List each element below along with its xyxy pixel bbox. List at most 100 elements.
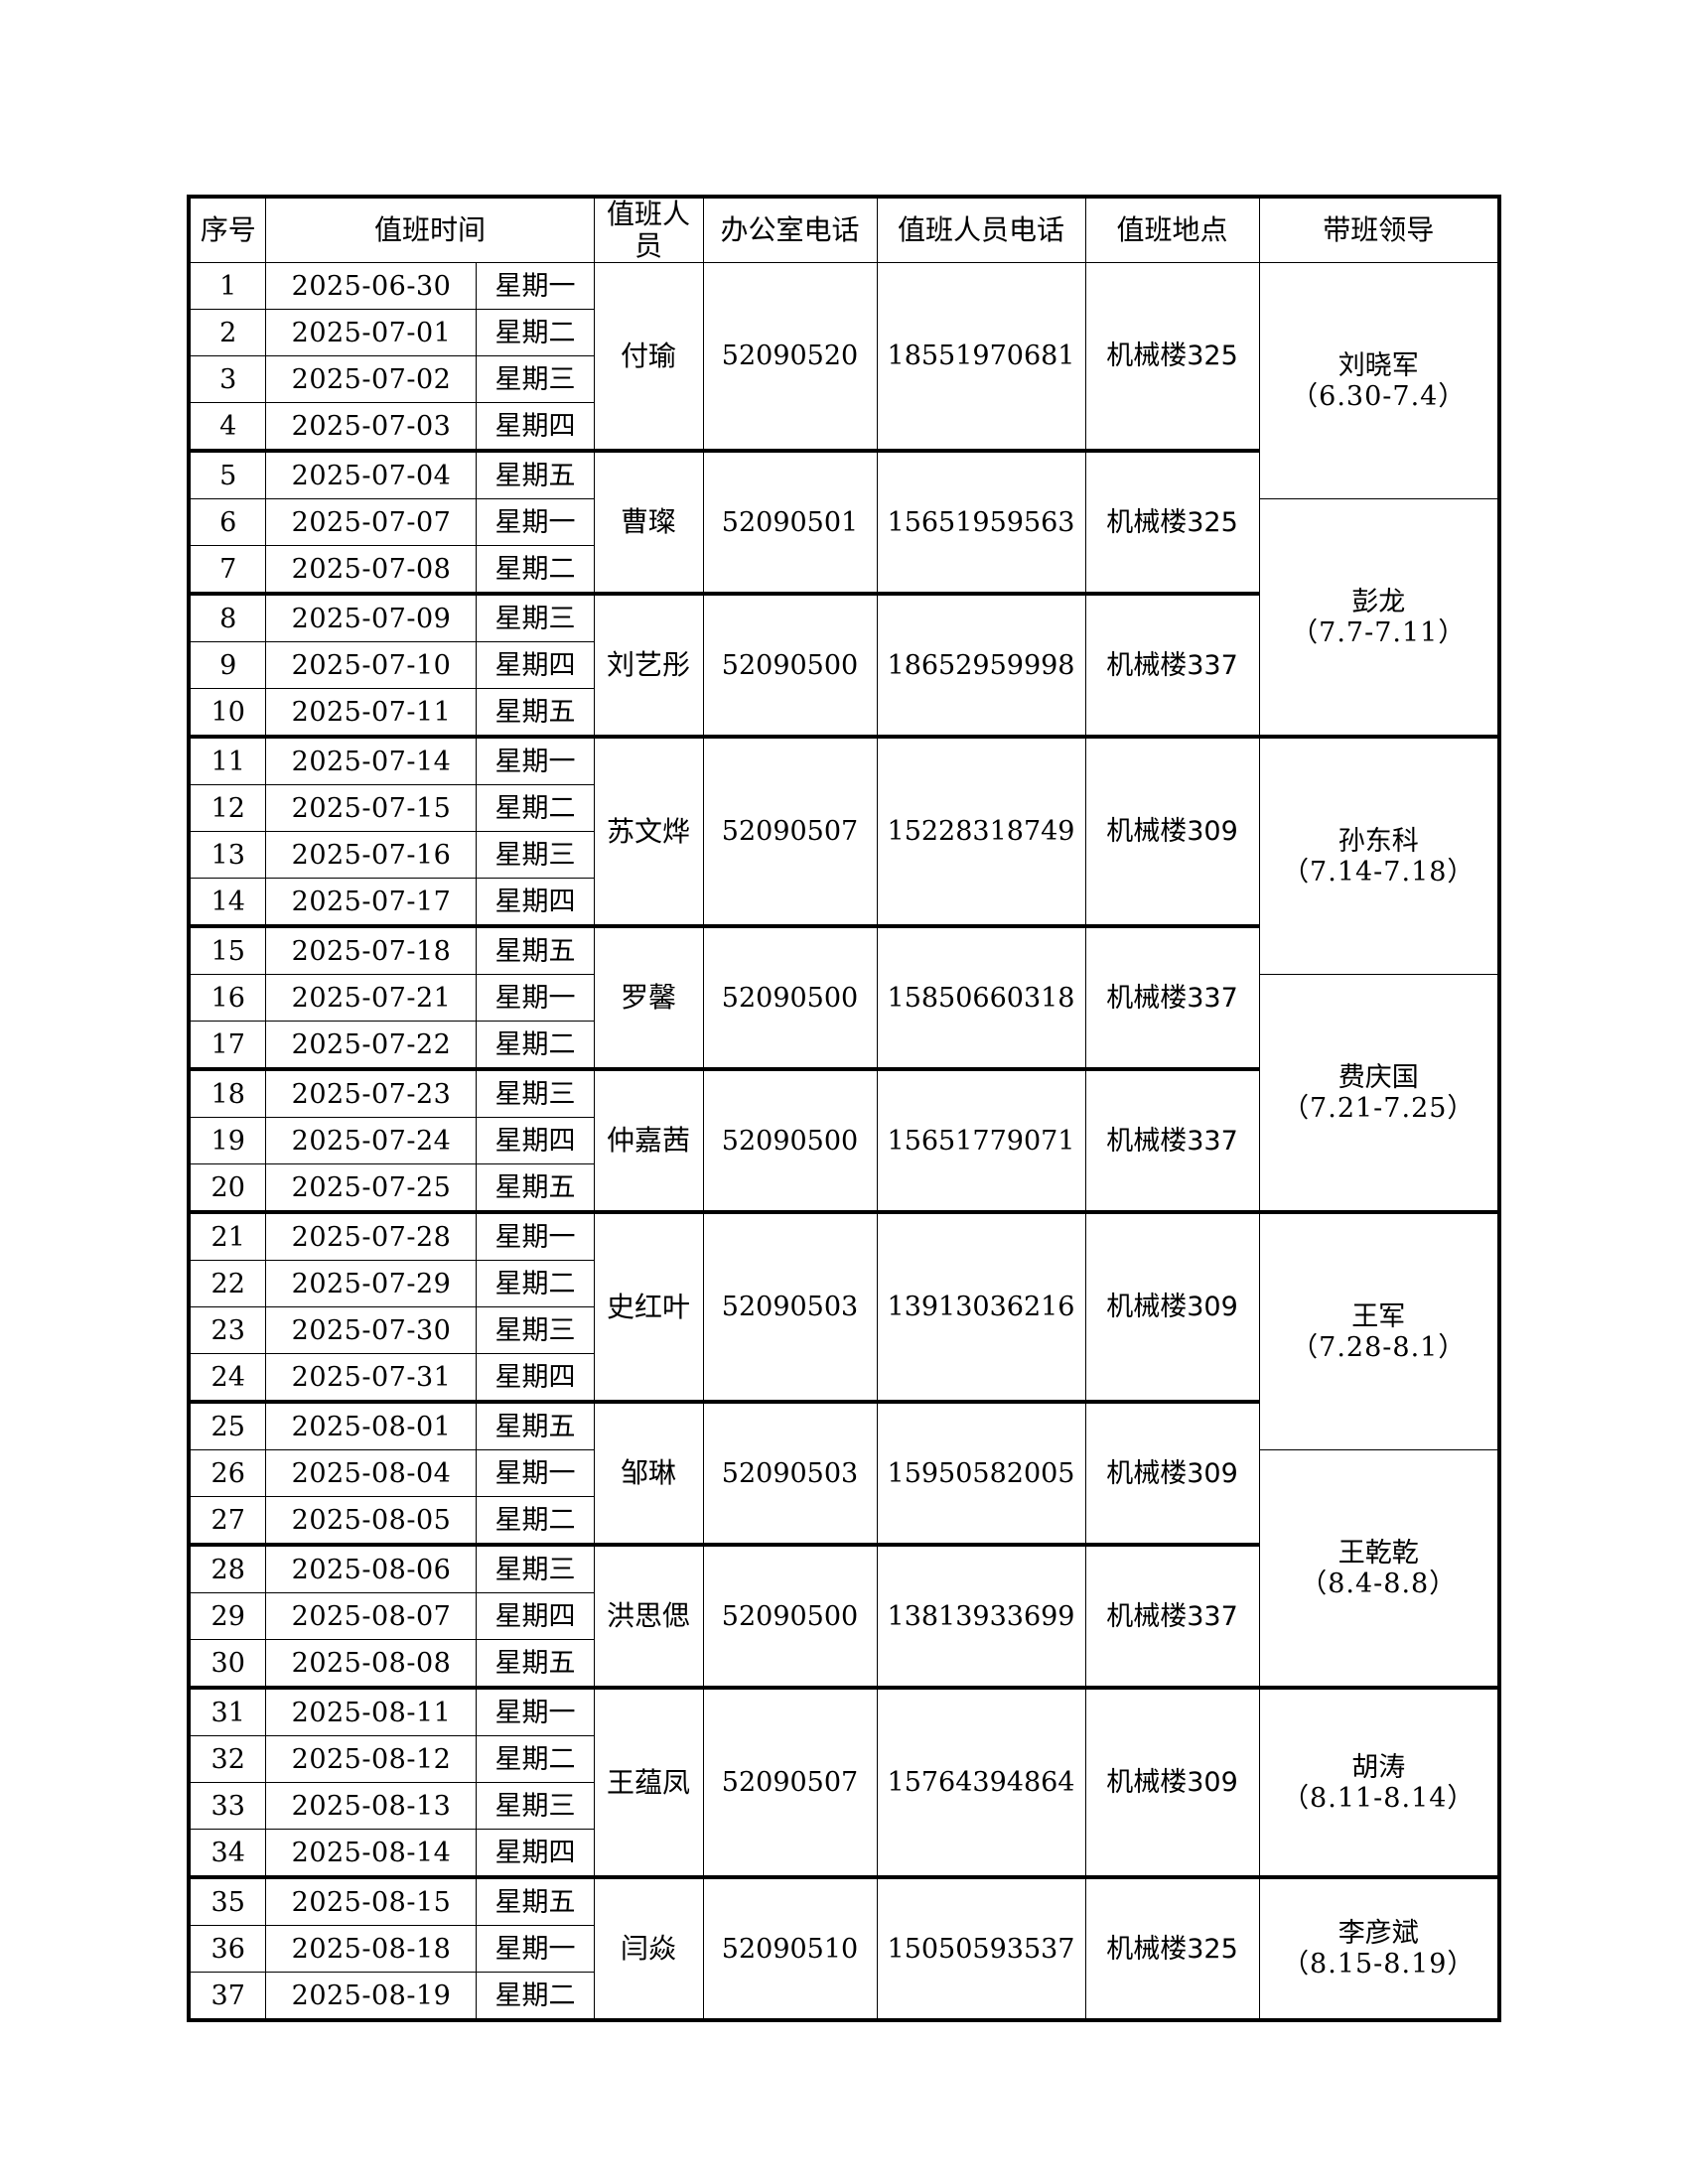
cell-duty-place: 机械楼337	[1084, 592, 1260, 738]
cell-index: 26	[188, 1449, 267, 1498]
cell-date: 2025-07-01	[265, 309, 478, 357]
cell-weekday: 星期五	[476, 1875, 595, 1927]
leader-name: 费庆国	[1337, 1061, 1419, 1093]
cell-date: 2025-06-30	[265, 262, 478, 311]
table-body: 1 2025-06-30 星期一 付瑜 52090520 18551970681 机械楼32…	[188, 262, 1500, 2021]
table-row: 2 2025-07-01 星期二	[188, 309, 1499, 357]
cell-duty-person: 苏文烨	[593, 735, 704, 927]
cell-date: 2025-08-14	[265, 1829, 478, 1878]
table-row: 30 2025-08-08 星期五	[188, 1639, 1499, 1689]
cell-duty-place: 机械楼337	[1084, 1543, 1260, 1689]
cell-office-phone: 52090507	[702, 735, 878, 927]
cell-duty-person: 洪思偲	[593, 1543, 704, 1689]
cell-index: 32	[188, 1735, 267, 1784]
cell-date: 2025-07-02	[265, 355, 478, 404]
cell-office-phone: 52090500	[702, 1543, 878, 1689]
cell-weekday: 星期二	[476, 309, 595, 357]
table-row: 25 2025-08-01 星期五 邹琳 52090503 15950582005 机械楼3…	[188, 1400, 1499, 1546]
cell-lead-leader: 孙东科 （7.14-7.18）	[1258, 735, 1500, 976]
cell-lead-leader: 李彦斌 （8.15-8.19）	[1258, 1875, 1500, 2021]
cell-date: 2025-08-11	[265, 1686, 478, 1737]
cell-date: 2025-07-11	[265, 688, 478, 738]
cell-lead-leader: 王军 （7.28-8.1）	[1258, 1210, 1500, 1451]
cell-date: 2025-07-22	[265, 1021, 478, 1070]
cell-date: 2025-07-24	[265, 1117, 478, 1165]
table-row: 17 2025-07-22 星期二	[188, 1021, 1499, 1070]
cell-weekday: 星期三	[476, 1543, 595, 1594]
table-row: 16 2025-07-21 星期一 费庆国 （7.21-7.25）	[188, 974, 1500, 1213]
cell-date: 2025-07-09	[265, 592, 478, 643]
cell-index: 11	[188, 735, 267, 786]
cell-index: 33	[188, 1782, 267, 1831]
cell-index: 34	[188, 1829, 267, 1878]
cell-duty-person: 仲嘉茜	[593, 1067, 704, 1213]
cell-duty-place: 机械楼337	[1084, 924, 1260, 1070]
cell-weekday: 星期五	[476, 688, 595, 738]
cell-weekday: 星期四	[476, 1353, 595, 1403]
cell-weekday: 星期一	[476, 1210, 595, 1262]
table-row: 1 2025-06-30 星期一 付瑜 52090520 18551970681 机械楼32…	[188, 262, 1500, 500]
table-row: 23 2025-07-30 星期三	[188, 1306, 1499, 1355]
cell-date: 2025-08-08	[265, 1639, 478, 1689]
cell-weekday: 星期一	[476, 1449, 595, 1498]
cell-duty-place: 机械楼309	[1084, 1210, 1260, 1403]
cell-weekday: 星期四	[476, 641, 595, 690]
cell-weekday: 星期三	[476, 1306, 595, 1355]
cell-duty-person: 付瑜	[593, 262, 704, 452]
cell-weekday: 星期三	[476, 1782, 595, 1831]
cell-duty-person: 邹琳	[593, 1400, 704, 1546]
cell-date: 2025-07-31	[265, 1353, 478, 1403]
leader-name: 王军	[1351, 1300, 1406, 1332]
table-row: 7 2025-07-08 星期二	[188, 545, 1499, 595]
table-row: 37 2025-08-19 星期二	[188, 1972, 1499, 2021]
cell-date: 2025-07-10	[265, 641, 478, 690]
header-duty-time: 值班时间	[265, 196, 595, 264]
cell-weekday: 星期四	[476, 402, 595, 452]
cell-date: 2025-08-01	[265, 1400, 478, 1451]
cell-weekday: 星期四	[476, 878, 595, 927]
cell-index: 18	[188, 1067, 267, 1119]
cell-person-phone: 18652959998	[876, 592, 1086, 738]
cell-lead-leader: 彭龙 （7.7-7.11）	[1258, 498, 1500, 738]
leader-date-range: （8.4-8.8）	[1300, 1568, 1458, 1599]
duty-schedule-table: 序号 值班时间 值班人员 办公室电话 值班人员电话 值班地点 带班领导 1 202…	[186, 195, 1501, 2023]
cell-weekday: 星期一	[476, 498, 595, 547]
cell-date: 2025-07-28	[265, 1210, 478, 1262]
cell-weekday: 星期一	[476, 1925, 595, 1974]
leader-date-range: （7.14-7.18）	[1282, 856, 1476, 887]
cell-weekday: 星期一	[476, 974, 595, 1023]
cell-person-phone: 15050593537	[876, 1875, 1086, 2021]
leader-date-range: （7.7-7.11）	[1291, 616, 1467, 648]
cell-weekday: 星期五	[476, 1163, 595, 1213]
cell-weekday: 星期五	[476, 1639, 595, 1689]
cell-weekday: 星期二	[476, 1972, 595, 2021]
header-index: 序号	[188, 196, 267, 264]
cell-index: 17	[188, 1021, 267, 1070]
table-row: 28 2025-08-06 星期三 洪思偲 52090500 13813933699 机械楼…	[188, 1543, 1499, 1689]
cell-date: 2025-08-15	[265, 1875, 478, 1927]
cell-index: 28	[188, 1543, 267, 1594]
cell-office-phone: 52090501	[702, 449, 878, 595]
cell-index: 29	[188, 1592, 267, 1641]
cell-duty-place: 机械楼325	[1084, 449, 1260, 595]
table-row: 26 2025-08-04 星期一 王乾乾 （8.4-8.8）	[188, 1449, 1500, 1689]
cell-person-phone: 15850660318	[876, 924, 1086, 1070]
leader-date-range: （7.28-8.1）	[1291, 1331, 1467, 1363]
cell-duty-person: 闫焱	[593, 1875, 704, 2021]
cell-duty-place: 机械楼337	[1084, 1067, 1260, 1213]
cell-weekday: 星期二	[476, 1496, 595, 1546]
cell-index: 27	[188, 1496, 267, 1546]
cell-index: 7	[188, 545, 267, 595]
cell-date: 2025-07-08	[265, 545, 478, 595]
cell-index: 10	[188, 688, 267, 738]
cell-duty-person: 曹璨	[593, 449, 704, 595]
table-row: 15 2025-07-18 星期五 罗馨 52090500 15850660318 机械楼3…	[188, 924, 1499, 1070]
cell-office-phone: 52090503	[702, 1400, 878, 1546]
cell-index: 15	[188, 924, 267, 976]
cell-date: 2025-08-05	[265, 1496, 478, 1546]
cell-date: 2025-08-13	[265, 1782, 478, 1831]
cell-index: 25	[188, 1400, 267, 1451]
cell-date: 2025-08-19	[265, 1972, 478, 2021]
cell-weekday: 星期一	[476, 735, 595, 786]
